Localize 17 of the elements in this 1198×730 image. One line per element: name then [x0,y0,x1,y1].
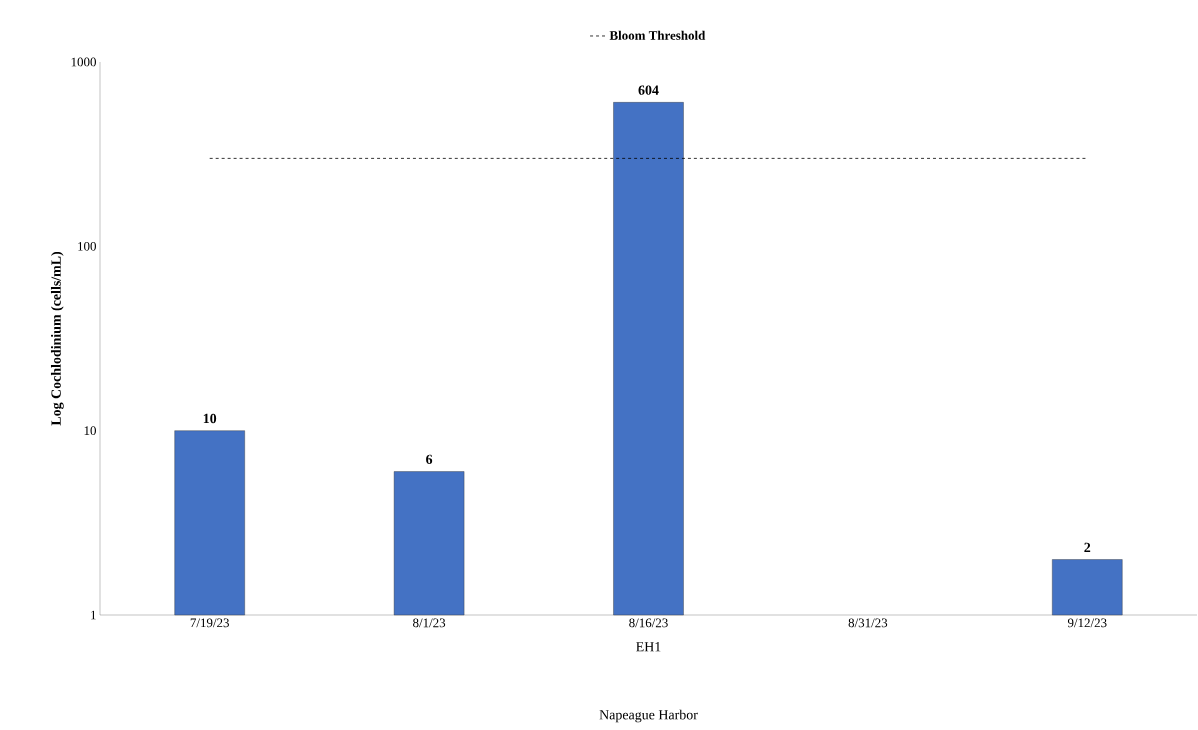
x-tick-label: 9/12/23 [1067,618,1107,628]
legend-label: Bloom Threshold [609,30,706,40]
data-label: 6 [426,454,433,465]
x-tick-label: 8/31/23 [848,618,888,628]
y-tick-label: 1 [91,610,96,620]
y-tick-label: 100 [78,241,96,251]
data-label: 2 [1084,542,1091,552]
x-tick-label: 8/16/23 [629,618,668,628]
x-axis-title: EH1 [636,642,661,652]
y-tick-label: 10 [84,426,96,436]
y-axis-title: Log Cochlodinium (cells/mL) [50,251,64,426]
x-tick-label: 8/1/23 [413,618,446,628]
data-label: 10 [203,413,217,424]
y-tick-label: 1000 [71,57,96,67]
text: Napeague Harbor [599,709,698,723]
data-label: 604 [638,85,659,95]
x-tick-label: 7/19/23 [190,618,229,628]
